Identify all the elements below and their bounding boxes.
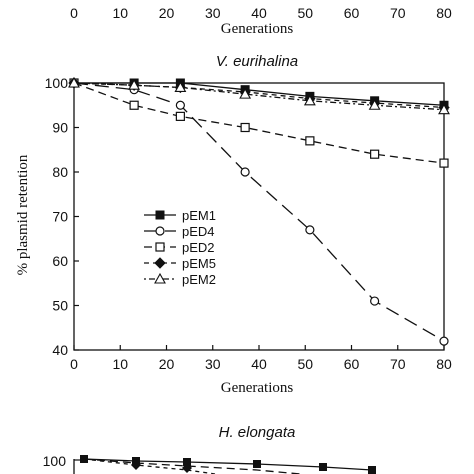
top-fragment-x-tick-label: 20 bbox=[159, 5, 175, 21]
top-fragment-x-tick-label: 30 bbox=[205, 5, 221, 21]
x-tick-label: 0 bbox=[70, 356, 78, 372]
data-point-pED2 bbox=[439, 158, 449, 168]
x-tick-label: 30 bbox=[205, 356, 221, 372]
y-tick-label: 80 bbox=[52, 164, 68, 180]
legend-marker bbox=[155, 242, 165, 252]
y-axis-title: % plasmid retention bbox=[15, 154, 31, 275]
legend-item: pEM1 bbox=[144, 208, 216, 223]
x-tick-label: 70 bbox=[390, 356, 406, 372]
series-line-pED4 bbox=[73, 82, 445, 342]
x-tick-label: 10 bbox=[112, 356, 128, 372]
data-point-pEM2 bbox=[174, 81, 187, 92]
legend-marker bbox=[155, 226, 165, 236]
data-point-pED2 bbox=[370, 149, 380, 159]
next-panel-data-point bbox=[368, 466, 376, 474]
top-fragment-x-tick-label: 50 bbox=[297, 5, 313, 21]
data-point-pED2 bbox=[240, 122, 250, 133]
next-panel-series-line bbox=[83, 458, 301, 474]
next-panel-data-point bbox=[182, 463, 192, 473]
next-panel-data-point bbox=[319, 463, 327, 471]
legend-marker bbox=[154, 257, 166, 269]
top-fragment-x-tick-label: 60 bbox=[344, 5, 360, 21]
data-point-pEM2 bbox=[303, 94, 316, 106]
y-tick-label: 40 bbox=[52, 342, 68, 358]
main-series bbox=[68, 76, 450, 346]
next-panel-data-point bbox=[183, 458, 191, 466]
data-point-pED2 bbox=[175, 111, 185, 121]
legend-label: pEM2 bbox=[182, 272, 216, 287]
main-axes: 0 10 20 30 40 50 60 70 80 40 50 60 70 80 90 100 bbox=[45, 75, 452, 372]
series-line-pEM2 bbox=[73, 82, 445, 111]
data-point-pED4 bbox=[439, 336, 449, 346]
data-point-pED2 bbox=[129, 100, 139, 110]
next-panel-title: H. elongata bbox=[219, 424, 296, 441]
data-point-pED4 bbox=[305, 225, 315, 235]
series-pEM2 bbox=[68, 76, 450, 115]
data-point-pEM2 bbox=[438, 103, 450, 115]
top-fragment-x-tick-label: 10 bbox=[112, 5, 128, 21]
data-point-pEM2 bbox=[239, 87, 252, 99]
plot-frame bbox=[73, 82, 445, 351]
x-tick-label: 80 bbox=[436, 356, 452, 372]
data-point-pED4 bbox=[175, 100, 185, 110]
next-panel-y-tick-label: 100 bbox=[43, 453, 67, 469]
data-point-pEM2 bbox=[368, 99, 381, 110]
top-fragment-x-tick-label: 40 bbox=[251, 5, 267, 21]
y-tick-label: 70 bbox=[52, 209, 68, 225]
next-panel-data-point bbox=[253, 460, 261, 468]
legend-label: pEM5 bbox=[182, 256, 216, 271]
x-tick-label: 20 bbox=[159, 356, 175, 372]
legend-item: pED2 bbox=[144, 240, 215, 255]
legend-label: pED2 bbox=[182, 240, 215, 255]
next-panel-data-point bbox=[80, 455, 88, 463]
legend-item: pEM2 bbox=[144, 272, 216, 287]
next-panel-series-line bbox=[83, 458, 373, 471]
next-panel-series-line bbox=[83, 458, 216, 474]
legend-marker bbox=[155, 210, 165, 220]
legend-marker bbox=[154, 272, 166, 284]
top-fragment-x-tick-label: 0 bbox=[70, 5, 78, 21]
series-pED4 bbox=[69, 78, 449, 346]
data-point-pED2 bbox=[305, 136, 315, 146]
chart-title: V. eurihalina bbox=[216, 53, 298, 70]
legend-item: pEM5 bbox=[144, 256, 216, 271]
x-tick-label: 40 bbox=[251, 356, 267, 372]
legend-label: pED4 bbox=[182, 224, 215, 239]
y-tick-label: 90 bbox=[52, 120, 68, 136]
next-panel-fragment bbox=[73, 455, 376, 474]
series-line-pED2 bbox=[73, 82, 445, 164]
x-tick-label: 50 bbox=[297, 356, 313, 372]
data-point-pED4 bbox=[370, 296, 380, 306]
y-tick-label: 60 bbox=[52, 253, 68, 269]
top-fragment-x-tick-labels: 0 10 20 30 40 50 60 70 80 bbox=[70, 5, 452, 21]
top-fragment-x-tick-label: 70 bbox=[390, 5, 406, 21]
x-axis-title: Generations bbox=[221, 380, 294, 396]
series-line-pEM1 bbox=[74, 82, 445, 106]
legend-label: pEM1 bbox=[182, 208, 216, 223]
legend-item: pED4 bbox=[144, 224, 215, 239]
y-tick-label: 50 bbox=[52, 298, 68, 314]
data-point-pED4 bbox=[240, 167, 250, 177]
top-fragment-x-axis-title: Generations bbox=[221, 21, 294, 37]
series-pED2 bbox=[69, 78, 449, 168]
x-tick-label: 60 bbox=[344, 356, 360, 372]
next-panel-data-point bbox=[131, 460, 141, 470]
data-point-pEM2 bbox=[128, 79, 141, 90]
data-point-pEM2 bbox=[68, 76, 80, 88]
top-fragment-x-tick-label: 80 bbox=[436, 5, 452, 21]
y-tick-label: 100 bbox=[45, 75, 69, 91]
